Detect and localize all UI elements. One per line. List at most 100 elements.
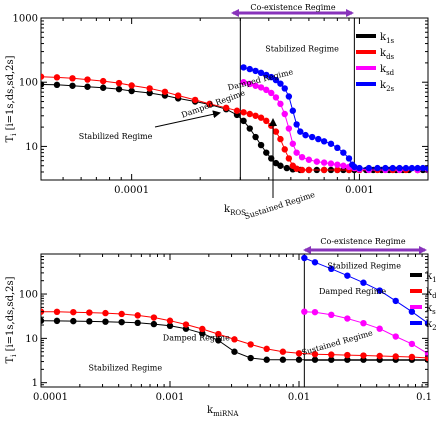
data-point	[69, 75, 76, 82]
data-point	[53, 317, 61, 325]
data-point	[86, 309, 93, 316]
data-point	[279, 356, 287, 363]
data-point	[206, 100, 213, 108]
data-point	[419, 164, 427, 172]
data-point	[128, 87, 135, 95]
data-point	[69, 82, 76, 89]
data-point	[328, 351, 335, 358]
legend-label: k2s	[380, 80, 395, 93]
data-point	[283, 164, 291, 172]
data-point	[328, 265, 335, 273]
coexistence-label: Co-existence Regime	[320, 237, 405, 246]
data-point	[99, 84, 107, 91]
data-point	[351, 163, 358, 171]
data-point	[118, 310, 125, 318]
data-point	[231, 336, 238, 343]
data-point	[182, 321, 190, 328]
data-point	[263, 345, 270, 353]
data-point	[374, 164, 381, 172]
y-tick-label: 1	[32, 378, 38, 389]
series-line	[243, 66, 428, 169]
regime-boundaries	[303, 254, 428, 387]
data-point	[240, 117, 247, 125]
data-point	[246, 125, 253, 132]
data-point	[166, 317, 174, 324]
data-point	[268, 73, 275, 81]
data-point	[305, 166, 313, 174]
data-point	[311, 308, 319, 316]
y-tick-label: 100	[19, 290, 38, 301]
data-point	[118, 318, 125, 326]
data-point	[311, 259, 319, 266]
data-point	[233, 107, 241, 114]
data-point	[408, 340, 416, 348]
y-tick-label: 10	[25, 334, 38, 345]
data-point	[53, 308, 61, 316]
data-point	[134, 319, 141, 327]
legend-label: k2s	[426, 319, 436, 332]
data-point	[340, 149, 347, 156]
data-point	[298, 153, 306, 161]
data-point	[289, 107, 297, 114]
data-point	[392, 333, 399, 340]
regime-annotation: Stabilized Regime	[79, 132, 153, 141]
data-point	[252, 112, 259, 119]
data-point	[327, 160, 335, 167]
data-point	[257, 84, 265, 91]
legend: k1s kds ksd k2s	[356, 32, 395, 93]
pointer-arrow	[154, 110, 221, 128]
data-point	[396, 164, 403, 172]
data-point	[279, 348, 287, 355]
data-point	[246, 110, 253, 118]
data-point	[408, 353, 416, 361]
data-point	[252, 82, 259, 89]
data-point	[402, 164, 410, 172]
regime-annotation: Damped Regime	[319, 287, 386, 296]
data-point	[334, 166, 341, 174]
regime-boundaries	[239, 18, 355, 180]
x-axis-label: kROS	[224, 204, 246, 217]
legend-label: k1s	[426, 271, 436, 284]
data-point	[102, 318, 109, 325]
data-point	[84, 76, 91, 83]
data-point	[115, 79, 123, 87]
data-point	[215, 337, 222, 344]
data-point	[293, 121, 300, 128]
data-point	[240, 109, 247, 116]
data-point	[414, 164, 421, 172]
data-point	[84, 83, 91, 90]
data-point	[424, 164, 428, 172]
data-point	[285, 155, 293, 162]
x-tick-label: 0.0001	[33, 392, 68, 403]
data-point	[222, 104, 230, 111]
regime-annotation: Damped Regime	[163, 333, 230, 342]
y-tick-label: 100	[19, 78, 38, 89]
data-point	[356, 164, 363, 172]
data-point	[311, 350, 319, 358]
data-point	[277, 80, 284, 87]
data-point	[311, 356, 319, 363]
x-tick-label: 0.01	[288, 392, 310, 403]
data-point	[272, 128, 280, 135]
legend: k1s kds ksd k2s	[410, 271, 436, 332]
data-point	[302, 131, 309, 139]
data-point	[240, 79, 247, 86]
y-tick-label: 10	[25, 142, 38, 153]
data-point	[295, 356, 303, 363]
data-point	[382, 164, 389, 172]
x-tick-label: 0.1	[416, 392, 432, 403]
data-point	[289, 140, 297, 147]
y-axis-label: Ti [i=1s,ds,sd,2s]	[5, 55, 18, 142]
data-point	[272, 76, 280, 84]
data-point	[53, 74, 61, 81]
data-point	[360, 352, 367, 359]
data-point	[257, 69, 265, 77]
data-point	[392, 297, 399, 305]
legend-label: ksd	[426, 303, 436, 316]
x-tick-label: 0.0001	[114, 185, 149, 196]
regime-annotation: Sustained Regime	[243, 190, 316, 221]
data-point	[263, 71, 270, 79]
data-point	[99, 77, 107, 85]
data-point	[293, 149, 300, 156]
data-point	[334, 144, 341, 152]
